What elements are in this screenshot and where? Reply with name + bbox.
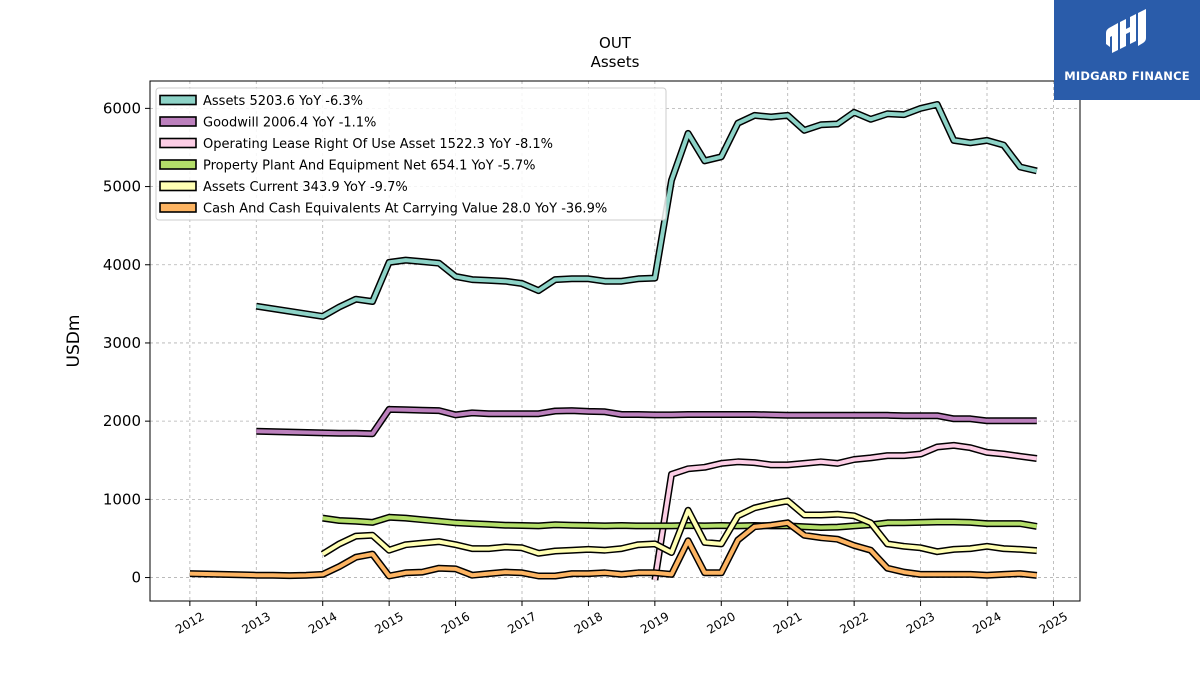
x-tick-label: 2012 (173, 609, 206, 636)
y-axis-label: USDm (64, 315, 84, 368)
legend-item: Cash And Cash Equivalents At Carrying Va… (159, 202, 607, 217)
y-tick-label: 0 (131, 569, 141, 587)
y-tick-label: 4000 (103, 256, 141, 274)
brand-mark-icon (1106, 9, 1146, 53)
brand-logo: MIDGARD FINANCE (1054, 0, 1200, 100)
x-tick-label: 2015 (372, 609, 405, 636)
y-tick-label: 3000 (103, 334, 141, 352)
y-tick-label: 1000 (103, 490, 141, 508)
legend-label: Assets 5203.6 YoY -6.3% (203, 94, 363, 109)
series-assets (255, 101, 1038, 320)
legend-label: Goodwill 2006.4 YoY -1.1% (203, 116, 376, 131)
x-tick-label: 2018 (572, 609, 605, 636)
legend-label: Assets Current 343.9 YoY -9.7% (203, 180, 408, 195)
series-operating-lease-right-of-use-asset (651, 441, 1038, 581)
series-line (256, 407, 1037, 436)
chart-title: OUT (599, 34, 632, 52)
legend: Assets 5203.6 YoY -6.3% Goodwill 2006.4 Y… (155, 87, 667, 221)
legend-item: Goodwill 2006.4 YoY -1.1% (159, 116, 376, 131)
x-tick-label: 2021 (771, 609, 804, 636)
legend-label: Property Plant And Equipment Net 654.1 Y… (203, 159, 536, 174)
legend-swatch (159, 159, 197, 170)
y-axis: 0 1000 2000 3000 4000 5000 6000 (103, 99, 150, 587)
legend-swatch (159, 202, 197, 213)
legend-swatch (159, 180, 197, 192)
legend-item: Property Plant And Equipment Net 654.1 Y… (159, 159, 536, 174)
legend-box (155, 87, 667, 221)
x-tick-label: 2020 (705, 609, 738, 636)
legend-swatch (159, 137, 197, 149)
legend-item: Assets Current 343.9 YoY -9.7% (159, 180, 408, 195)
series-assets-current (320, 497, 1038, 558)
series-goodwill (256, 405, 1037, 438)
x-tick-label: 2016 (439, 609, 472, 636)
series-line (652, 443, 1038, 581)
x-tick-label: 2025 (1037, 609, 1070, 636)
x-tick-label: 2014 (306, 609, 339, 636)
brand-name: MIDGARD FINANCE (1064, 69, 1190, 83)
series-line (189, 520, 1038, 578)
x-tick-label: 2013 (240, 609, 273, 636)
x-tick-label: 2024 (970, 609, 1003, 636)
x-axis: 2012 2013 2014 2015 2016 2017 2018 2019 2020 2021… (173, 601, 1070, 637)
x-tick-label: 2019 (638, 609, 671, 636)
chart-subtitle: Assets (591, 53, 640, 71)
y-tick-label: 2000 (103, 412, 141, 430)
axes-frame (149, 80, 1081, 602)
legend-label: Cash And Cash Equivalents At Carrying Va… (203, 202, 607, 217)
legend-swatch (159, 94, 197, 106)
x-tick-label: 2022 (837, 609, 870, 636)
series-line (255, 102, 1038, 319)
plot-area (189, 101, 1038, 581)
legend-item: Operating Lease Right Of Use Asset 1522.… (159, 137, 553, 152)
legend-swatch (159, 116, 197, 127)
y-tick-label: 6000 (103, 99, 141, 117)
legend-item: Assets 5203.6 YoY -6.3% (159, 94, 363, 109)
x-tick-label: 2023 (904, 609, 937, 636)
legend-label: Operating Lease Right Of Use Asset 1522.… (203, 137, 553, 152)
series-cash-and-cash-equivalents-at-carrying-value (189, 519, 1038, 580)
y-tick-label: 5000 (103, 178, 141, 196)
series-line (321, 498, 1037, 556)
x-tick-label: 2017 (505, 609, 538, 636)
